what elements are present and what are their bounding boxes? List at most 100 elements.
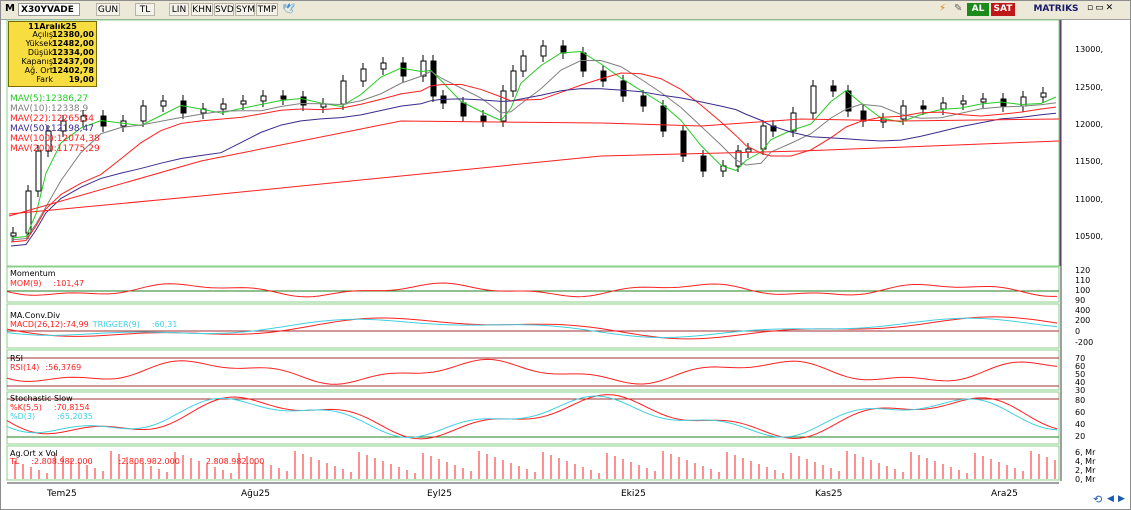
stoch-k-value: :70,8154 <box>53 403 90 412</box>
volume-value-2: :2.808.982.000 <box>118 457 180 466</box>
mav-label: MAV(10) <box>10 104 48 114</box>
candle-body <box>700 155 707 172</box>
candle-body <box>745 148 752 153</box>
menu-button[interactable]: M <box>5 3 15 14</box>
info-value: 19,00 <box>68 75 94 84</box>
stoch-tick: 60 <box>1075 408 1086 417</box>
candle-body <box>520 55 527 72</box>
info-value: 12437,00 <box>51 57 94 66</box>
candle-body <box>300 96 307 106</box>
mav-legend: MAV(200):11775,29 <box>10 144 100 154</box>
volume-value: :2.808.982.000 <box>31 457 93 466</box>
currency-tl-button[interactable]: TL <box>135 3 155 16</box>
price-tick: 12000, <box>1075 120 1103 129</box>
candle-body <box>340 80 347 105</box>
candle-body <box>480 115 487 122</box>
candle-body <box>735 150 742 167</box>
edit-icon[interactable]: ✎ <box>954 3 963 14</box>
rsi-value: :56,3769 <box>45 363 82 372</box>
mav-label: MAV(50) <box>10 124 48 134</box>
stoch-tick: 40 <box>1075 420 1086 429</box>
trigger-line <box>6 317 1058 339</box>
tmp-button[interactable]: TMP <box>256 3 278 16</box>
period-gun-button[interactable]: GUN <box>96 3 120 16</box>
candle-body <box>940 102 947 110</box>
khn-button[interactable]: KHN <box>191 3 213 16</box>
date-label: Kas25 <box>815 489 843 499</box>
momentum-line <box>6 282 1058 298</box>
sync-icon[interactable]: ⟲ <box>1093 493 1103 506</box>
stoch-k-legend: %K(5,5) :70,8154 <box>10 403 90 412</box>
mav-value: :12074,38 <box>53 134 100 144</box>
volume-tick: 0, Mr <box>1075 475 1096 484</box>
sym-button[interactable]: SYM <box>235 3 255 16</box>
info-label: Düşük <box>27 48 53 57</box>
mav50-line <box>10 88 1057 247</box>
mav-legend: MAV(5):12386,27 <box>10 94 88 104</box>
sat-button[interactable]: SAT <box>991 3 1015 16</box>
candle-body <box>180 100 187 114</box>
candle-body <box>430 60 437 97</box>
scroll-left-icon[interactable]: ◀ <box>1107 494 1114 504</box>
price-tick: 10500, <box>1075 232 1103 241</box>
momentum-legend: MOM(9):101,47 <box>10 279 84 288</box>
candle-body <box>420 60 427 77</box>
mav5-line <box>10 50 1057 239</box>
mav-legend: MAV(22):12265,34 <box>10 114 94 124</box>
candle-body <box>960 100 967 105</box>
candle-body <box>240 100 247 105</box>
info-label: Açılış <box>32 30 53 39</box>
al-button[interactable]: AL <box>967 3 989 16</box>
stoch-d-label: %D(3) <box>10 412 36 421</box>
date-label: Eyl25 <box>427 489 452 499</box>
trigger-label: TRIGGER(9) <box>92 320 140 329</box>
mav100-line <box>8 118 1060 217</box>
window-buttons[interactable]: ▫▭✕ <box>1087 3 1116 13</box>
stoch-tick: 80 <box>1075 396 1086 405</box>
rsi-line <box>6 358 1058 385</box>
candle-body <box>510 70 517 92</box>
candle-body <box>35 150 42 192</box>
stoch-d-value: :65,2035 <box>57 412 93 421</box>
momentum-tick: 100 <box>1075 286 1091 295</box>
mav-legend: MAV(50):12198,47 <box>10 124 94 134</box>
macd-tick: 200 <box>1075 316 1091 325</box>
chart-toolbar: M X30YVADE GUN TL LIN KHN SVD SYM TMP 🕊 … <box>1 1 1130 20</box>
mav-label: MAV(5) <box>10 94 43 104</box>
candle-body <box>140 105 147 122</box>
candle-body <box>660 105 667 132</box>
lightning-icon[interactable]: ⚡ <box>939 3 947 14</box>
rsi-tick: 70 <box>1075 354 1086 363</box>
candle-body <box>680 130 687 157</box>
candle-body <box>580 52 587 72</box>
momentum-tick: 90 <box>1075 296 1086 305</box>
candle-body <box>920 105 927 110</box>
price-tick: 11000, <box>1075 195 1103 204</box>
scroll-right-icon[interactable]: ▶ <box>1118 494 1125 504</box>
lin-button[interactable]: LIN <box>169 3 189 16</box>
candle-body <box>80 115 87 122</box>
volume-legend: TL:2.808.982.000:2.808.982.000 2.808.982.… <box>10 457 264 466</box>
twitter-icon[interactable]: 🕊 <box>282 4 295 15</box>
rsi-tick: 40 <box>1075 378 1086 387</box>
rsi-title: RSI <box>10 354 23 363</box>
panel-frame <box>6 349 1060 391</box>
candle-body <box>830 85 837 92</box>
info-value: 12482,00 <box>51 39 94 48</box>
candle-body <box>260 95 267 102</box>
candle-body <box>320 103 327 108</box>
mav-value: :12265,34 <box>47 114 94 124</box>
symbol-field[interactable]: X30YVADE <box>18 3 80 16</box>
mav-legend: MAV(100):12074,38 <box>10 134 100 144</box>
candle-body <box>560 45 567 54</box>
matriks-logo: MATRIKS <box>1033 4 1079 14</box>
stoch-k-label: %K(5,5) <box>10 403 42 412</box>
info-label: Kapanış <box>21 57 53 66</box>
info-label: Ağ. Ort <box>24 66 53 75</box>
svd-button[interactable]: SVD <box>214 3 234 16</box>
candle-body <box>460 102 467 117</box>
candle-body <box>10 232 17 237</box>
panel-frame <box>6 19 1060 267</box>
